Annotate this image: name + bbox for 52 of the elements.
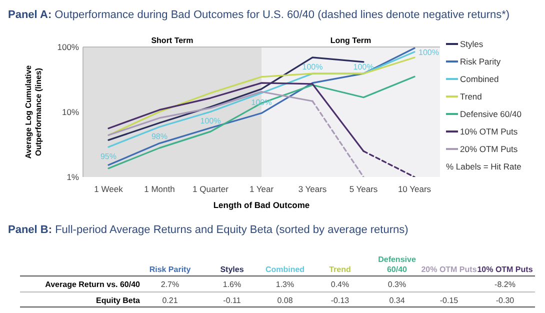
category-label: Trend [329, 265, 352, 274]
category-label: Combined [265, 265, 305, 274]
data-label: 1.6% [222, 280, 242, 289]
x-axis-title: Length of Bad Outcome [213, 200, 310, 210]
category-label: 10% OTM Puts [477, 265, 534, 274]
category-label: Defensive 60/40 [378, 255, 416, 274]
data-label: 0.4% [330, 280, 350, 289]
legend-label: Combined [460, 74, 500, 84]
data-label: -0.11 [223, 296, 242, 305]
category-label: Risk Parity [149, 265, 192, 274]
annotation: 100% [418, 48, 439, 57]
x-tick-label: 1 Quarter [192, 184, 229, 194]
annotation: 100% [353, 62, 374, 72]
band-label: Short Term [151, 36, 194, 45]
data-label: 0.3% [388, 280, 406, 289]
category-label: 20% OTM Puts [421, 265, 478, 274]
band-label: Long Term [330, 36, 372, 45]
text: % Labels = Hit Rate [446, 162, 522, 172]
annotation: 98% [151, 132, 168, 141]
data-label: -0.15 [440, 296, 459, 305]
data-label: -8.2% [494, 280, 516, 289]
legend-label: Trend [460, 92, 482, 102]
text: Panel B: Full-period Average Returns and Equity Beta (sorted by average returns) [8, 224, 408, 236]
annotation: 100% [302, 62, 323, 72]
data-label: -0.30 [496, 296, 515, 305]
x-tick-label: 1 Week [94, 184, 124, 194]
data-label: 1.3% [276, 280, 294, 289]
legend-label: Styles [460, 39, 484, 49]
data-label: -0.13 [330, 296, 350, 305]
x-tick-label: 1 Month [144, 184, 176, 194]
data-label: 2.7% [160, 280, 180, 289]
y-axis-title: Average Log Cumulative Outperformance (lines) [24, 64, 43, 159]
data-label: 0.21 [162, 296, 178, 305]
y-tick-label: 1% [66, 172, 80, 182]
annotation: 95% [100, 152, 117, 161]
annotation: 100% [200, 116, 221, 126]
category-label: Styles [220, 265, 244, 274]
legend-label: Defensive 60/40 [460, 109, 522, 119]
y-tick-label: 100% [57, 42, 80, 52]
text: Average Return vs. 60/40 [45, 280, 141, 289]
x-tick-label: 10 Years [398, 184, 432, 194]
legend-label: 20% OTM Puts [460, 144, 518, 154]
x-tick-label: 3 Years [298, 184, 327, 194]
chart-title: Panel A: Outperformance during Bad Outcomes for U.S. 60/40 (dashed lines denote negative returns*) [8, 9, 510, 21]
x-tick-label: 1 Year [249, 184, 274, 194]
x-tick-label: 5 Years [349, 184, 378, 194]
data-label: 0.08 [277, 296, 294, 305]
y-tick-label: 10% [62, 107, 80, 117]
text: Equity Beta [96, 296, 141, 305]
legend-label: Risk Parity [460, 56, 502, 66]
legend-label: 10% OTM Puts [460, 126, 518, 136]
data-label: 0.34 [389, 296, 406, 305]
